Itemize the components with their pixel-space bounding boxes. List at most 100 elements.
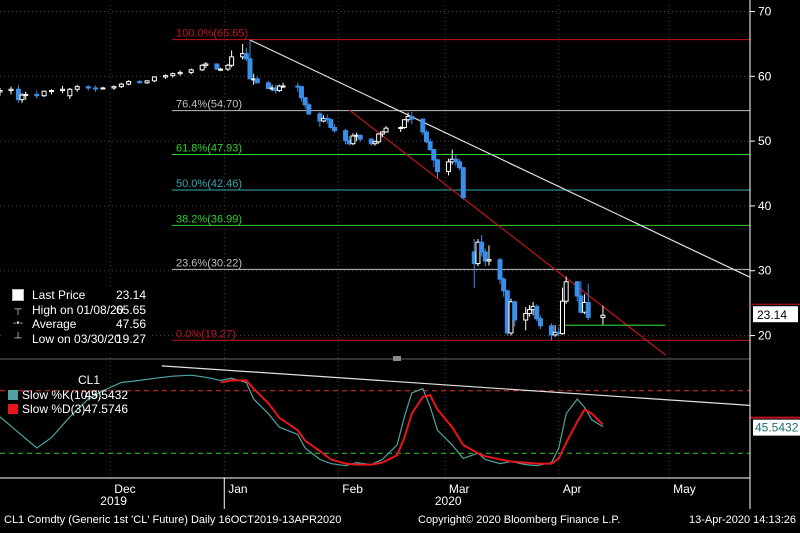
trendline (249, 39, 751, 278)
candle-body (247, 58, 253, 80)
candle (247, 39, 253, 80)
fib-label: 23.6%(30.22) (176, 257, 242, 269)
candle-body (560, 300, 565, 335)
fib-label: 0.0%(19.27) (176, 328, 236, 340)
candle (118, 82, 124, 88)
candle (376, 133, 382, 144)
candle-body (243, 53, 249, 60)
candle (423, 130, 429, 144)
candle-body (574, 281, 580, 297)
candle (600, 305, 606, 325)
last-price-marker-icon (12, 289, 24, 301)
candle-body (74, 86, 80, 90)
candle-body (177, 71, 183, 75)
osc-trendline (161, 365, 751, 406)
candle (563, 276, 569, 304)
candle-body (350, 135, 356, 145)
candle (512, 300, 518, 327)
candle (317, 111, 323, 127)
candle (548, 323, 554, 341)
candle-body (523, 313, 529, 321)
candle-body (126, 80, 132, 85)
candle (497, 257, 503, 284)
candle-body (118, 83, 124, 88)
candle (501, 277, 507, 297)
fib-levels: 100.0%(65.65) 76.4%(54.70) 61.8%(47.93) 50.… (172, 28, 750, 341)
candle-body (67, 88, 73, 97)
grid-lines (0, 5, 750, 478)
candle-body (372, 141, 378, 145)
candle-body (446, 161, 452, 173)
candle (302, 97, 308, 109)
candle-body (479, 241, 485, 253)
candle-body (298, 86, 304, 99)
candle (486, 245, 492, 266)
candle-body (376, 133, 382, 143)
candle (343, 128, 349, 145)
candle (67, 87, 73, 99)
candle-body (137, 80, 143, 84)
price-tick-label: 70 (758, 4, 772, 18)
last-price-tag: 23.14 (757, 308, 787, 322)
candle (170, 72, 176, 78)
trendline (348, 109, 666, 356)
month-label: Jan (228, 482, 247, 496)
candle (85, 85, 91, 91)
candle (431, 148, 437, 168)
candle-body (41, 90, 47, 97)
footer-timestamp: 13-Apr-2020 14:13:26 (688, 514, 796, 526)
candle-body (457, 161, 463, 169)
k-swatch-icon (8, 389, 18, 400)
candle (188, 68, 194, 75)
candle (479, 235, 485, 257)
candle (265, 80, 271, 90)
last-price-tag-bg (753, 306, 798, 323)
candle (475, 238, 481, 267)
candle (398, 126, 404, 133)
candle (526, 305, 532, 317)
candle (306, 102, 312, 116)
candle (585, 283, 591, 320)
candle-body (214, 63, 220, 70)
candle (15, 85, 21, 103)
candle (453, 154, 459, 166)
candle-body (19, 94, 25, 101)
legend-row-low: ┴ Low on 03/30/20 19.27 (4, 332, 152, 347)
candle (401, 119, 407, 129)
candle (100, 86, 106, 90)
candle-body (420, 118, 426, 133)
candle-body (343, 130, 349, 141)
candle (48, 89, 54, 95)
candle-body (409, 115, 415, 120)
fib-label: 61.8%(47.93) (176, 143, 242, 155)
candle-body (151, 76, 157, 82)
legend-row-last: Last Price 23.14 (4, 288, 152, 303)
osc-title: CL1 (78, 373, 101, 387)
osc-d-row: Slow %D(3) 47.5746 (8, 402, 128, 417)
candle-body (534, 305, 540, 320)
candle-body (585, 302, 591, 318)
candle-body (188, 69, 194, 73)
candle (177, 70, 183, 76)
candle-body (111, 86, 117, 89)
candle (457, 159, 463, 171)
price-legend: Last Price 23.14 ┬ High on 01/08/20 65.6… (4, 288, 152, 352)
candle (254, 76, 260, 84)
candle (435, 158, 440, 179)
month-label: Mar (449, 482, 470, 496)
candle-body (225, 64, 231, 70)
candle (383, 126, 389, 133)
candle (93, 85, 99, 92)
candle (74, 84, 80, 92)
candle-body (0, 90, 3, 93)
panel-resize-handle (393, 356, 401, 361)
legend-row-average: -•- Average 47.56 (12, 317, 146, 331)
candle-body (526, 309, 532, 315)
candle (332, 124, 338, 133)
candle (409, 111, 415, 125)
candle-body (15, 88, 21, 101)
candle (350, 133, 356, 145)
candle-body (537, 318, 543, 327)
candle (523, 307, 529, 331)
